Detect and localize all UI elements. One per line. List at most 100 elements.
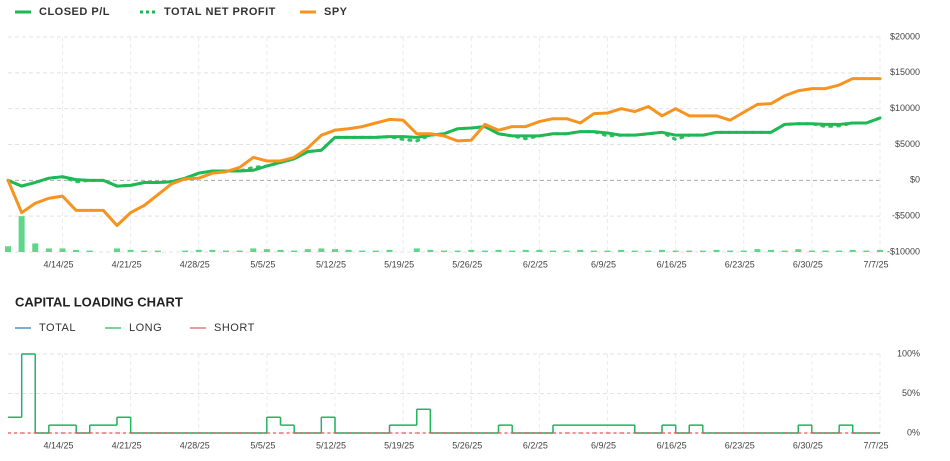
bar	[522, 249, 529, 252]
bar	[441, 250, 447, 252]
legend-label: LONG	[129, 322, 162, 334]
x-tick-label: 4/21/25	[112, 259, 142, 269]
bar	[754, 249, 761, 252]
bar	[413, 248, 420, 252]
x-tick-label: 6/9/25	[591, 440, 616, 450]
line-series	[6, 77, 882, 227]
x-tick-label: 5/5/25	[250, 259, 275, 269]
bar	[277, 249, 284, 252]
x-tick-label: 6/2/25	[523, 259, 548, 269]
bar	[727, 250, 734, 252]
bar	[359, 250, 366, 252]
y-tick-label: -$5000	[892, 211, 920, 221]
legend-label: TOTAL NET PROFIT	[164, 6, 276, 18]
bar	[536, 249, 543, 252]
bar	[291, 250, 298, 252]
bar	[699, 250, 706, 252]
bar	[86, 250, 93, 252]
bar	[822, 250, 829, 252]
x-tick-label: 6/16/25	[657, 259, 687, 269]
bar	[713, 249, 720, 252]
x-tick-label: 4/28/25	[180, 259, 210, 269]
bar	[345, 249, 352, 252]
bar	[5, 246, 11, 252]
bar	[795, 249, 802, 252]
bar	[263, 249, 270, 252]
x-tick-label: 4/14/25	[43, 259, 73, 269]
bar	[45, 248, 52, 252]
x-tick-label: 7/7/25	[863, 440, 888, 450]
x-tick-label: 5/19/25	[384, 440, 414, 450]
x-tick-label: 5/12/25	[316, 259, 346, 269]
bar	[863, 250, 870, 252]
bar	[32, 243, 39, 252]
bar	[209, 249, 216, 252]
bar	[877, 249, 883, 252]
bar	[236, 250, 243, 252]
bar	[618, 249, 625, 252]
y-tick-label: 0%	[907, 427, 920, 437]
x-tick-label: 5/19/25	[384, 259, 414, 269]
bar	[427, 249, 434, 252]
bar	[686, 250, 693, 252]
bar	[454, 250, 461, 252]
y-tick-label: 100%	[897, 348, 920, 358]
y-tick-label: $15000	[890, 67, 920, 77]
bar	[495, 249, 502, 252]
x-tick-label: 5/26/25	[452, 440, 482, 450]
x-tick-label: 4/28/25	[180, 440, 210, 450]
bar	[468, 249, 475, 252]
bar	[563, 250, 570, 252]
y-tick-label: $5000	[895, 139, 920, 149]
bar	[659, 249, 665, 252]
bar	[808, 250, 815, 252]
legend-label: SPY	[324, 6, 348, 18]
x-tick-label: 6/2/25	[523, 440, 548, 450]
bar	[631, 250, 638, 252]
bar	[141, 250, 148, 252]
y-tick-label: $10000	[890, 103, 920, 113]
x-tick-label: 6/30/25	[793, 440, 823, 450]
bar	[849, 249, 856, 252]
bar	[304, 249, 311, 252]
bar	[509, 250, 516, 252]
line-series	[6, 116, 882, 188]
bar	[59, 248, 66, 252]
x-tick-label: 4/21/25	[112, 440, 142, 450]
y-tick-label: 50%	[902, 388, 920, 398]
bar	[154, 250, 161, 252]
x-tick-label: 5/5/25	[250, 440, 275, 450]
y-tick-label: $20000	[890, 31, 920, 41]
bar	[740, 250, 747, 252]
bar	[645, 250, 652, 252]
x-tick-label: 6/23/25	[725, 259, 755, 269]
legend-label: TOTAL	[39, 322, 76, 334]
bar	[318, 248, 325, 252]
x-tick-label: 6/30/25	[793, 259, 823, 269]
bar	[590, 250, 597, 252]
bar	[372, 250, 379, 252]
bar	[672, 250, 679, 252]
bar	[18, 216, 25, 252]
bar	[550, 250, 556, 252]
x-tick-label: 6/9/25	[591, 259, 616, 269]
bar	[195, 249, 202, 252]
x-tick-label: 7/7/25	[863, 259, 888, 269]
bar	[73, 249, 80, 252]
x-tick-label: 5/12/25	[316, 440, 346, 450]
x-tick-label: 6/23/25	[725, 440, 755, 450]
bar	[332, 249, 338, 252]
legend-label: CLOSED P/L	[39, 6, 110, 18]
x-tick-label: 6/16/25	[657, 440, 687, 450]
y-tick-label: $0	[910, 175, 920, 185]
bar	[481, 250, 488, 252]
legend-label: SHORT	[214, 322, 255, 334]
bar	[114, 248, 120, 252]
line-series	[6, 116, 882, 188]
x-tick-label: 4/14/25	[43, 440, 73, 450]
bar	[836, 250, 843, 252]
bar	[182, 250, 189, 252]
bar	[768, 249, 774, 252]
